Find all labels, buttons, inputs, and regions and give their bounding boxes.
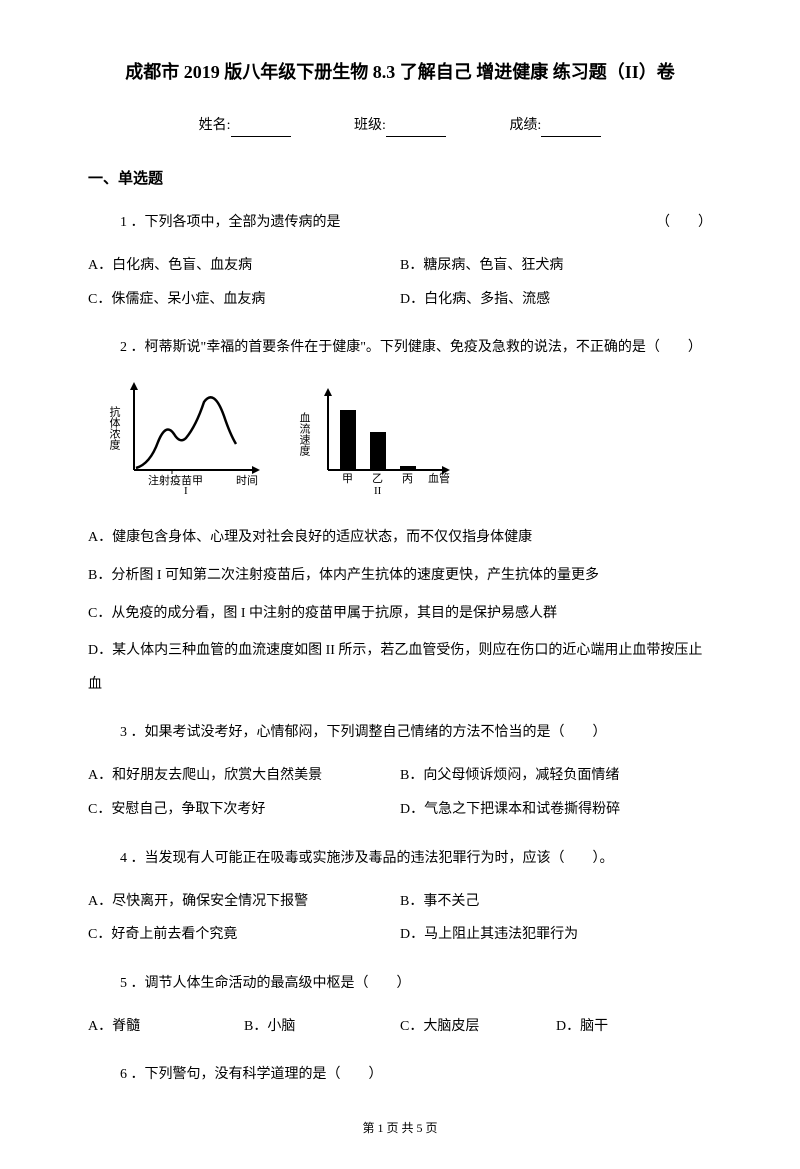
question-3: 3 ．如果考试没考好，心情郁闷，下列调整自己情绪的方法不恰当的是（ ） A．和好…: [88, 719, 712, 826]
q5-options: A．脊髓 B．小脑 C．大脑皮层 D．脑干: [88, 1010, 712, 1044]
chart2-bar3: 丙: [402, 473, 413, 485]
class-field: 班级:: [354, 115, 446, 137]
q1-text: 1 ．下列各项中，全部为遗传病的是 （ ）: [88, 209, 712, 237]
page-footer: 第 1 页 共 5 页: [88, 1119, 712, 1138]
q3-text: 3 ．如果考试没考好，心情郁闷，下列调整自己情绪的方法不恰当的是（ ）: [88, 719, 712, 747]
q5-opt-d: D．脑干: [556, 1010, 712, 1044]
q1-paren: （ ）: [656, 209, 712, 237]
q4-text: 4 ．当发现有人可能正在吸毒或实施涉及毒品的违法犯罪行为时，应该（ ）。: [88, 845, 712, 873]
question-5: 5 ．调节人体生命活动的最高级中枢是（ ） A．脊髓 B．小脑 C．大脑皮层 D…: [88, 970, 712, 1044]
q2-text: 2 ．柯蒂斯说"幸福的首要条件在于健康"。下列健康、免疫及急救的说法，不正确的是…: [88, 334, 712, 362]
page-title: 成都市 2019 版八年级下册生物 8.3 了解自己 增进健康 练习题（II）卷: [88, 58, 712, 87]
q1-opt-d: D．白化病、多指、流感: [400, 283, 712, 317]
q6-text: 6 ．下列警句，没有科学道理的是（ ）: [88, 1061, 712, 1089]
class-label: 班级:: [354, 118, 386, 133]
chart2-bar1: 甲: [342, 473, 353, 485]
q2-opt-b: B．分析图 I 可知第二次注射疫苗后，体内产生抗体的速度更快，产生抗体的量更多: [88, 559, 712, 593]
q3-opt-d: D．气急之下把课本和试卷撕得粉碎: [400, 793, 712, 827]
chart1-xlabel1: 注射疫苗甲: [148, 473, 203, 487]
q2-chart-1: 抗体浓度 注射疫苗甲 时间 I: [108, 374, 268, 505]
class-blank[interactable]: [386, 123, 446, 137]
chart2-bar2: 乙: [372, 472, 383, 485]
q3-opt-b: B．向父母倾诉烦闷，减轻负面情绪: [400, 759, 712, 793]
chart1-ylabel: 抗体浓度: [108, 405, 121, 451]
q4-opt-c: C．好奇上前去看个究竟: [88, 918, 400, 952]
q3-opt-c: C．安慰自己，争取下次考好: [88, 793, 400, 827]
q1-opt-c: C．侏儒症、呆小症、血友病: [88, 283, 400, 317]
q2-opt-c: C．从免疫的成分看，图 I 中注射的疫苗甲属于抗原，其目的是保护易感人群: [88, 597, 712, 631]
q5-text: 5 ．调节人体生命活动的最高级中枢是（ ）: [88, 970, 712, 998]
q2-opt-a: A．健康包含身体、心理及对社会良好的适应状态，而不仅仅指身体健康: [88, 521, 712, 555]
q4-opt-d: D．马上阻止其违法犯罪行为: [400, 918, 712, 952]
q1-opt-b: B．糖尿病、色盲、狂犬病: [400, 249, 712, 283]
q5-opt-c: C．大脑皮层: [400, 1010, 556, 1044]
chart1-sub: I: [184, 485, 188, 494]
chart2-ylabel: 血流速度: [298, 411, 311, 457]
q2-chart-2: 血流速度 甲 乙 丙 血管 II: [298, 374, 458, 505]
q5-opt-a: A．脊髓: [88, 1010, 244, 1044]
name-label: 姓名:: [199, 118, 231, 133]
chart1-xlabel2: 时间: [236, 474, 258, 487]
q2-opt-d: D．某人体内三种血管的血流速度如图 II 所示，若乙血管受伤，则应在伤口的近心端…: [88, 634, 712, 701]
chart2-xlabel: 血管: [428, 471, 450, 485]
score-blank[interactable]: [541, 123, 601, 137]
q1-stem: 1 ．下列各项中，全部为遗传病的是: [120, 215, 341, 230]
q4-options: A．尽快离开，确保安全情况下报警 B．事不关己 C．好奇上前去看个究竟 D．马上…: [88, 885, 712, 952]
section-header: 一、单选题: [88, 167, 712, 191]
score-label: 成绩:: [509, 118, 541, 133]
name-field: 姓名:: [199, 115, 291, 137]
question-4: 4 ．当发现有人可能正在吸毒或实施涉及毒品的违法犯罪行为时，应该（ ）。 A．尽…: [88, 845, 712, 952]
q5-opt-b: B．小脑: [244, 1010, 400, 1044]
q3-opt-a: A．和好朋友去爬山，欣赏大自然美景: [88, 759, 400, 793]
q1-options: A．白化病、色盲、血友病 B．糖尿病、色盲、狂犬病 C．侏儒症、呆小症、血友病 …: [88, 249, 712, 316]
name-blank[interactable]: [231, 123, 291, 137]
q2-charts: 抗体浓度 注射疫苗甲 时间 I 血流速度 甲 乙 丙 血管 II: [88, 374, 712, 505]
q4-opt-a: A．尽快离开，确保安全情况下报警: [88, 885, 400, 919]
question-6: 6 ．下列警句，没有科学道理的是（ ）: [88, 1061, 712, 1089]
question-2: 2 ．柯蒂斯说"幸福的首要条件在于健康"。下列健康、免疫及急救的说法，不正确的是…: [88, 334, 712, 701]
score-field: 成绩:: [509, 115, 601, 137]
q1-opt-a: A．白化病、色盲、血友病: [88, 249, 400, 283]
chart2-sub: II: [374, 485, 382, 494]
q4-opt-b: B．事不关己: [400, 885, 712, 919]
question-1: 1 ．下列各项中，全部为遗传病的是 （ ） A．白化病、色盲、血友病 B．糖尿病…: [88, 209, 712, 316]
q3-options: A．和好朋友去爬山，欣赏大自然美景 B．向父母倾诉烦闷，减轻负面情绪 C．安慰自…: [88, 759, 712, 826]
student-info-row: 姓名: 班级: 成绩:: [88, 115, 712, 137]
